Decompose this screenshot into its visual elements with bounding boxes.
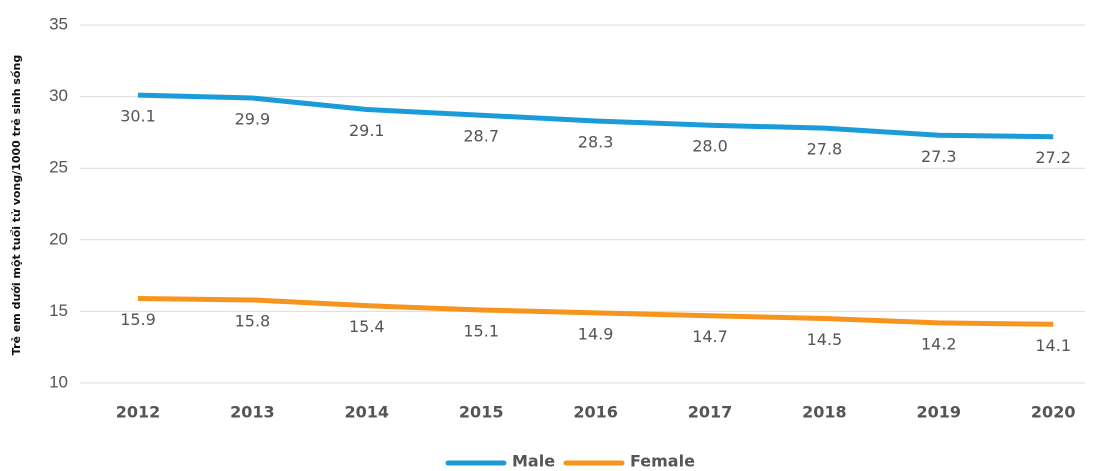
data-label: 15.8 — [235, 311, 271, 330]
data-label: 27.2 — [1035, 148, 1071, 167]
data-label: 14.1 — [1035, 336, 1071, 355]
legend-label: Male — [512, 452, 555, 471]
data-label: 27.8 — [807, 140, 843, 159]
data-label: 14.9 — [578, 324, 614, 343]
data-label: 28.0 — [692, 137, 728, 156]
y-tick-label: 15 — [49, 301, 68, 320]
x-tick-label: 2020 — [1031, 403, 1076, 422]
data-label: 27.3 — [921, 147, 957, 166]
data-label: 28.7 — [463, 127, 499, 146]
y-tick-label: 25 — [49, 158, 68, 177]
y-tick-label: 35 — [49, 14, 68, 33]
x-tick-label: 2016 — [573, 403, 618, 422]
x-tick-label: 2013 — [230, 403, 275, 422]
x-tick-label: 2014 — [345, 403, 390, 422]
data-label: 29.1 — [349, 121, 385, 140]
y-axis-label: Trẻ em dưới một tuổi tử vong/1000 trẻ si… — [10, 55, 23, 355]
legend-label: Female — [630, 452, 695, 471]
x-tick-label: 2015 — [459, 403, 504, 422]
y-tick-label: 10 — [49, 372, 68, 391]
data-line — [137, 92, 1054, 140]
data-label: 14.5 — [807, 330, 843, 349]
data-label: 15.9 — [120, 310, 156, 329]
x-tick-label: 2019 — [917, 403, 962, 422]
data-line — [137, 296, 1054, 327]
data-label: 14.7 — [692, 327, 728, 346]
data-label: 15.4 — [349, 317, 385, 336]
data-label: 14.2 — [921, 334, 957, 353]
data-label: 29.9 — [235, 110, 271, 129]
x-tick-label: 2017 — [688, 403, 733, 422]
y-tick-label: 20 — [49, 229, 68, 248]
data-label: 28.3 — [578, 132, 614, 151]
data-label: 15.1 — [463, 321, 499, 340]
x-tick-label: 2018 — [802, 403, 847, 422]
data-label: 30.1 — [120, 107, 156, 126]
y-tick-label: 30 — [49, 86, 68, 105]
x-tick-label: 2012 — [116, 403, 161, 422]
